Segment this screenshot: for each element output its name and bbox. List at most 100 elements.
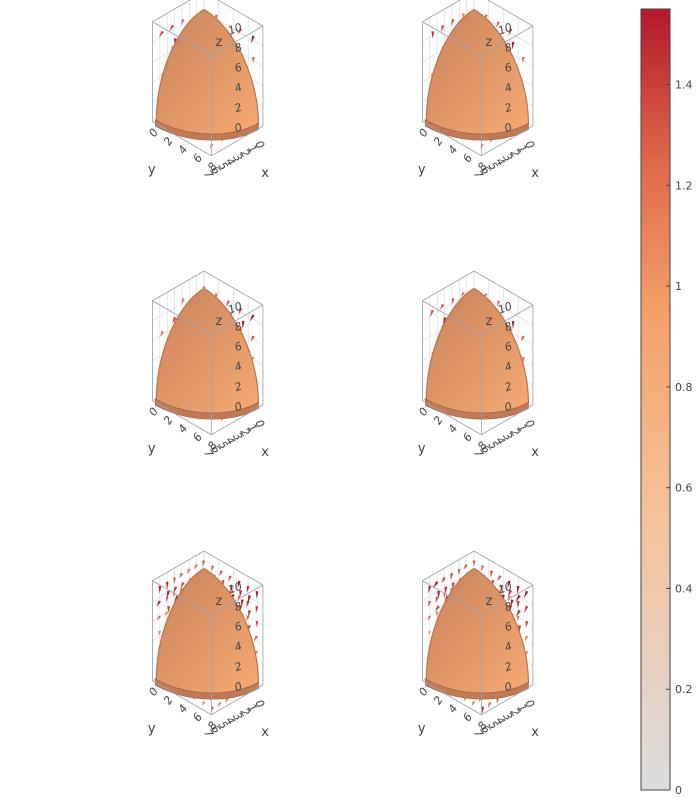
z-tick-label: 10 <box>226 300 244 317</box>
y-tick-label: 4 <box>446 702 461 715</box>
cone-arrow <box>173 586 178 594</box>
z-tick-label: 0 <box>233 680 244 695</box>
cone-arrow <box>525 620 529 628</box>
cone-arrow <box>460 291 465 298</box>
box-edge <box>422 21 482 57</box>
x-axis-title: x <box>531 725 539 740</box>
box-edge <box>422 680 482 716</box>
box-edge <box>152 580 212 616</box>
cone-arrow <box>435 596 439 604</box>
cone-arrow <box>241 320 245 330</box>
isosurface-rim <box>155 678 259 700</box>
y-axis-title: y <box>418 163 426 178</box>
cone-arrow <box>515 594 521 603</box>
box-edge <box>211 404 264 436</box>
x-axis-title: x <box>261 166 269 181</box>
cone-arrow <box>173 577 176 584</box>
cone-arrow <box>471 700 476 707</box>
isosurface-rim <box>425 119 529 141</box>
cone-arrow <box>238 307 243 315</box>
cone-arrow <box>158 630 162 636</box>
z-tick-label: 0 <box>233 121 244 136</box>
cone-arrow <box>442 317 447 326</box>
cone-arrow <box>179 587 184 594</box>
cone-arrow <box>253 635 259 642</box>
cone-arrow <box>450 18 455 26</box>
colorbar-tick-label: 1 <box>675 280 682 293</box>
z-tick-label: 6 <box>233 61 244 76</box>
cone-arrow <box>431 31 435 39</box>
box-edge <box>422 300 482 336</box>
cone-arrow <box>428 630 432 636</box>
cone-arrow <box>180 582 185 589</box>
z-tick-label: 6 <box>233 340 244 355</box>
cone-arrow <box>430 309 435 317</box>
cone-arrow <box>249 314 255 322</box>
cone-arrow <box>451 298 455 305</box>
cone-arrow <box>194 564 198 570</box>
cone-arrow <box>181 298 185 304</box>
z-tick-label: 4 <box>503 640 514 655</box>
box-edge <box>217 0 264 27</box>
z-tick-label: 2 <box>503 380 514 395</box>
cone-arrow <box>441 24 445 32</box>
cone-arrow <box>239 590 243 598</box>
z-axis-title: z <box>215 314 222 329</box>
z-tick-label: 6 <box>503 620 514 635</box>
cone-arrow <box>507 589 513 598</box>
z-tick-label: 6 <box>233 620 244 635</box>
z-axis-title: z <box>215 594 222 609</box>
y-tick-label: 2 <box>161 135 176 148</box>
z-axis-title: z <box>215 35 222 50</box>
cone-arrow <box>158 586 162 594</box>
colorbar-tick-label: 0.6 <box>675 482 693 495</box>
box-edge <box>211 584 264 616</box>
box-edge <box>422 550 475 582</box>
cone-arrow <box>165 581 169 590</box>
z-tick-label: 2 <box>233 380 244 395</box>
y-tick-label: 2 <box>161 414 176 427</box>
cone-arrow <box>500 584 504 593</box>
cone-arrow <box>237 580 241 589</box>
colorbar-tick-label: 0.8 <box>675 381 693 394</box>
colorbar-tick-label: 0.4 <box>675 582 693 595</box>
y-tick-label: 2 <box>431 135 446 148</box>
z-tick-label: 2 <box>233 660 244 675</box>
z-tick-label: 6 <box>503 61 514 76</box>
cone-arrow <box>522 56 525 64</box>
y-tick-label: 4 <box>446 422 461 435</box>
cone-arrow <box>181 18 185 25</box>
cone-arrow <box>496 21 501 28</box>
cone-arrow <box>179 572 184 579</box>
box-edge <box>203 550 264 586</box>
cone-arrow <box>481 706 485 714</box>
cone-arrow <box>487 701 492 708</box>
cone-arrow <box>523 590 529 599</box>
z-tick-label: 6 <box>503 340 514 355</box>
z-tick-label: 2 <box>233 101 244 116</box>
cone-arrow <box>496 575 502 582</box>
y-tick-label: 6 <box>190 431 205 444</box>
cone-arrow <box>516 585 520 595</box>
cone-arrow <box>247 595 252 604</box>
colorbar: 0 0.2 0.4 0.6 0.8 1 1.2 1.4 <box>640 8 693 797</box>
z-tick-label: 0 <box>503 400 514 415</box>
z-tick-label: 0 <box>233 400 244 415</box>
box-edge <box>481 584 534 616</box>
cone-arrow <box>166 590 171 599</box>
cone-arrow <box>452 582 455 590</box>
y-tick-label: 6 <box>190 711 205 724</box>
cone-arrow <box>255 605 259 614</box>
cone-arrow <box>218 701 222 708</box>
box-edge <box>152 21 212 57</box>
cone-arrow <box>450 573 454 580</box>
cone-arrow <box>518 625 522 633</box>
box-edge <box>481 25 534 57</box>
